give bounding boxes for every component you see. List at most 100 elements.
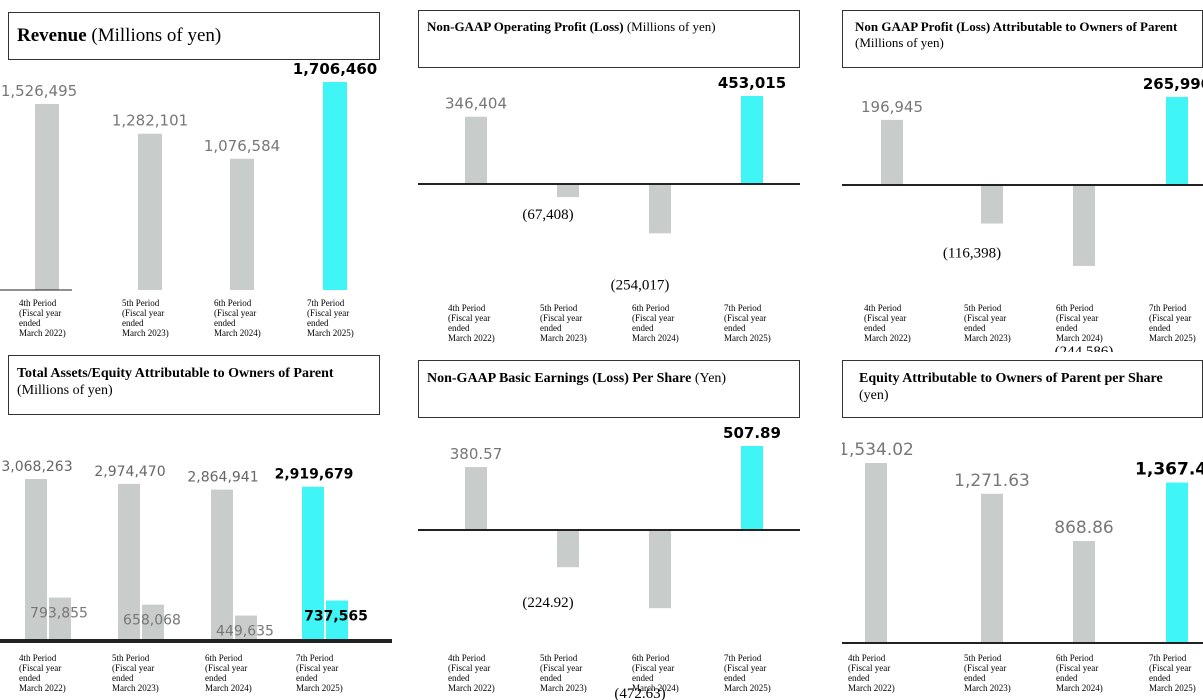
profit-attributable-title: Non GAAP Profit (Loss) Attributable to O… xyxy=(842,10,1203,68)
data-label: 380.57 xyxy=(450,445,503,463)
chart-svg: 196,945 (116,398) (244,586) 265,990 xyxy=(842,75,1203,352)
data-label: 1,282,101 xyxy=(112,112,188,130)
bar-total-assets xyxy=(211,489,233,639)
category-label: 6th Period (Fiscal year ended March 2024… xyxy=(214,298,261,338)
bar xyxy=(649,530,671,609)
category-label: 6th Period (Fiscal year ended March 2024… xyxy=(1056,303,1103,343)
category-label: 5th Period (Fiscal year ended March 2023… xyxy=(540,303,587,343)
data-label: 1,076,584 xyxy=(204,137,280,155)
bar xyxy=(557,184,579,198)
category-label: 7th Period (Fiscal year ended March 2025… xyxy=(307,298,354,338)
data-label-equity: 737,565 xyxy=(304,609,368,625)
data-label-equity: 793,855 xyxy=(30,606,88,622)
category-label: 6th Period (Fiscal year ended March 2024… xyxy=(205,653,252,693)
data-label-total-assets: 2,864,941 xyxy=(187,470,258,486)
operating-profit-plot: 346,404 (67,408) (254,017) 453,015 xyxy=(418,68,800,298)
category-label: 4th Period (Fiscal year ended March 2022… xyxy=(848,653,895,693)
bar xyxy=(1166,482,1188,643)
data-label-total-assets: 2,919,679 xyxy=(275,467,354,483)
eps-chart: Non-GAAP Basic Earnings (Loss) Per Share… xyxy=(418,360,800,700)
category-label: 7th Period (Fiscal year ended March 2025… xyxy=(1149,303,1196,343)
revenue-chart: Revenue (Millions of yen) 1,526,495 1,282… xyxy=(0,0,392,352)
bar xyxy=(1073,541,1095,643)
bar xyxy=(881,119,903,185)
chart-svg: 380.57 (224.92) (472.63) 507.89 xyxy=(418,424,800,700)
data-label: 1,367.49 xyxy=(1135,460,1203,480)
bar-equity xyxy=(235,615,257,639)
chart-svg: 1,526,495 1,282,101 1,076,584 1,706,460 xyxy=(0,60,377,291)
bar-equity xyxy=(49,597,71,639)
assets-equity-title-bold: Total Assets/Equity Attributable to Owne… xyxy=(17,366,334,381)
bar xyxy=(981,185,1003,224)
operating-profit-chart: Non-GAAP Operating Profit (Loss) (Millio… xyxy=(418,0,800,352)
data-label-total-assets: 2,974,470 xyxy=(94,464,165,480)
category-label: 5th Period (Fiscal year ended March 2023… xyxy=(964,303,1011,343)
equity-per-share-title-bold: Equity Attributable to Owners of Parent … xyxy=(859,371,1163,386)
bar xyxy=(35,103,59,291)
category-label: 6th Period (Fiscal year ended March 2024… xyxy=(632,653,679,693)
bar-total-assets xyxy=(25,479,47,639)
profit-attributable-title-bold: Non GAAP Profit (Loss) Attributable to O… xyxy=(855,19,1178,34)
data-label-total-assets: 3,068,263 xyxy=(1,459,72,475)
data-label-equity: 658,068 xyxy=(123,613,181,629)
equity-per-share-title-unit: (yen) xyxy=(859,387,889,403)
category-label: 4th Period (Fiscal year ended March 2022… xyxy=(19,298,66,338)
category-label: 4th Period (Fiscal year ended March 2022… xyxy=(19,653,66,693)
data-label: (244,586) xyxy=(1055,344,1114,352)
data-label: (254,017) xyxy=(611,277,670,293)
bar xyxy=(981,493,1003,643)
data-label: 1,534.02 xyxy=(842,440,914,460)
bar xyxy=(465,467,487,530)
data-label: (472.63) xyxy=(614,686,665,700)
category-label: 4th Period (Fiscal year ended March 2022… xyxy=(448,653,495,693)
equity-per-share-plot: 1,534.02 1,271.63 868.86 1,367.49 xyxy=(842,418,1203,648)
equity-per-share-title: Equity Attributable to Owners of Parent … xyxy=(842,360,1203,418)
assets-equity-plot: 3,068,263 793,855 2,974,470 658,068 2,864,94… xyxy=(0,415,392,647)
data-label: 346,404 xyxy=(445,95,507,113)
bar xyxy=(741,96,763,184)
category-label: 5th Period (Fiscal year ended March 2023… xyxy=(112,653,159,693)
revenue-plot: 1,526,495 1,282,101 1,076,584 1,706,460 xyxy=(0,60,392,292)
eps-title-bold: Non-GAAP Basic Earnings (Loss) Per Share xyxy=(427,371,692,386)
category-label: 7th Period (Fiscal year ended March 2025… xyxy=(724,653,771,693)
category-label: 5th Period (Fiscal year ended March 2023… xyxy=(964,653,1011,693)
operating-profit-title: Non-GAAP Operating Profit (Loss) (Millio… xyxy=(418,10,800,68)
category-label: 7th Period (Fiscal year ended March 2025… xyxy=(724,303,771,343)
bar xyxy=(865,463,887,643)
category-label: 5th Period (Fiscal year ended March 2023… xyxy=(122,298,169,338)
category-label: 5th Period (Fiscal year ended March 2023… xyxy=(540,653,587,693)
data-label: 507.89 xyxy=(723,424,781,442)
data-label: (67,408) xyxy=(522,207,573,223)
eps-plot: 380.57 (224.92) (472.63) 507.89 xyxy=(418,418,800,700)
eps-title: Non-GAAP Basic Earnings (Loss) Per Share… xyxy=(418,360,800,418)
equity-per-share-chart: Equity Attributable to Owners of Parent … xyxy=(842,360,1203,700)
data-label: (224.92) xyxy=(522,595,573,611)
bar-total-assets xyxy=(118,483,140,639)
category-label: 6th Period (Fiscal year ended March 2024… xyxy=(1056,653,1103,693)
operating-profit-title-unit: (Millions of yen) xyxy=(623,19,716,34)
bar xyxy=(741,446,763,530)
data-label: 1,526,495 xyxy=(1,82,77,100)
revenue-title-bold: Revenue xyxy=(17,25,87,46)
category-label: 6th Period (Fiscal year ended March 2024… xyxy=(632,303,679,343)
bar xyxy=(1073,185,1095,266)
chart-svg: 3,068,263 793,855 2,974,470 658,068 2,864,94… xyxy=(0,459,392,643)
data-label: 1,271.63 xyxy=(954,471,1030,491)
revenue-title-unit: (Millions of yen) xyxy=(86,25,222,46)
bar xyxy=(138,133,162,290)
category-label: 4th Period (Fiscal year ended March 2022… xyxy=(448,303,495,343)
category-label: 7th Period (Fiscal year ended March 2025… xyxy=(1149,653,1196,693)
bar xyxy=(649,184,671,234)
bar-total-assets xyxy=(302,486,324,639)
category-label: 4th Period (Fiscal year ended March 2022… xyxy=(864,303,911,343)
data-label: 453,015 xyxy=(718,74,786,92)
profit-attributable-plot: 196,945 (116,398) (244,586) 265,990 xyxy=(842,68,1203,352)
profit-attributable-chart: Non GAAP Profit (Loss) Attributable to O… xyxy=(842,0,1203,352)
bar xyxy=(465,116,487,184)
data-label: (116,398) xyxy=(943,246,1001,262)
data-label: 265,990 xyxy=(1143,75,1203,93)
bar xyxy=(1166,97,1188,185)
assets-equity-title: Total Assets/Equity Attributable to Owne… xyxy=(8,355,380,415)
data-label: 868.86 xyxy=(1054,518,1113,538)
bar xyxy=(230,158,254,290)
